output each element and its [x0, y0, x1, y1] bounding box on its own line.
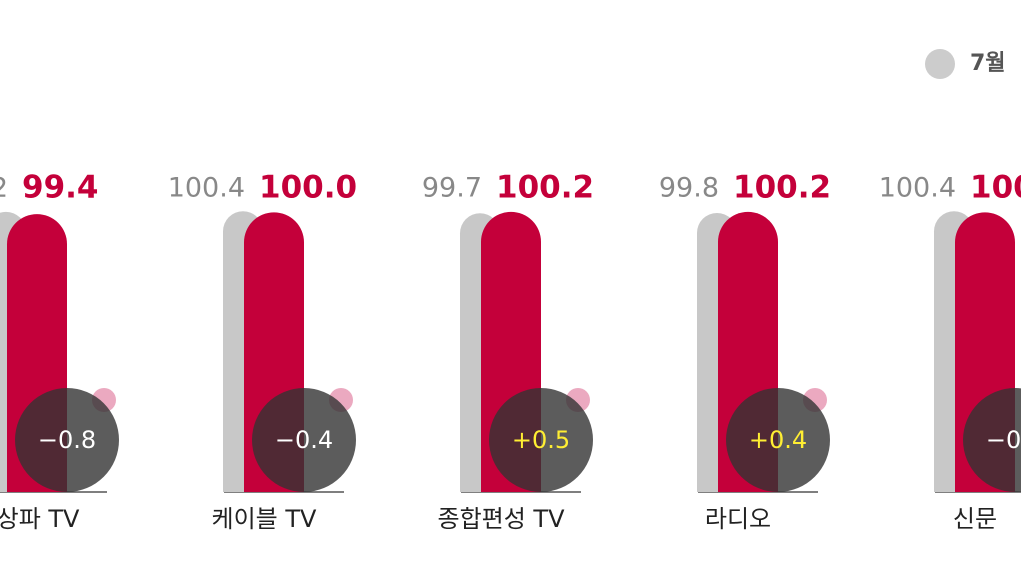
value-label: 100.4: [879, 173, 956, 204]
value-label: 99.8: [659, 173, 719, 204]
value-label: 100.0: [970, 170, 1021, 206]
x-tick-label: 라디오: [705, 505, 771, 533]
change-label: +0.5: [512, 426, 570, 454]
change-badge: [489, 388, 593, 492]
value-label: 100.2: [0, 173, 8, 204]
change-label: −0.8: [38, 426, 96, 454]
x-tick-label: 신문: [953, 505, 997, 533]
change-label: −0.4: [986, 426, 1021, 454]
value-label: 100.4: [168, 173, 245, 204]
change-label: −0.4: [275, 426, 333, 454]
value-label: 100.2: [496, 170, 594, 206]
change-badge: [963, 388, 1021, 492]
value-label: 99.7: [422, 173, 482, 204]
change-badge: [15, 388, 119, 492]
legend-swatch: [925, 49, 955, 79]
change-badge: [726, 388, 830, 492]
x-tick-label: 케이블 TV: [212, 505, 318, 533]
value-label: 100.0: [259, 170, 357, 206]
change-label: +0.4: [749, 426, 807, 454]
value-label: 99.4: [22, 170, 99, 206]
change-badge: [252, 388, 356, 492]
x-tick-label: 지상파 TV: [0, 505, 80, 533]
x-tick-label: 종합편성 TV: [437, 505, 565, 533]
value-label: 100.2: [733, 170, 831, 206]
legend-label: 7월: [970, 51, 1006, 76]
